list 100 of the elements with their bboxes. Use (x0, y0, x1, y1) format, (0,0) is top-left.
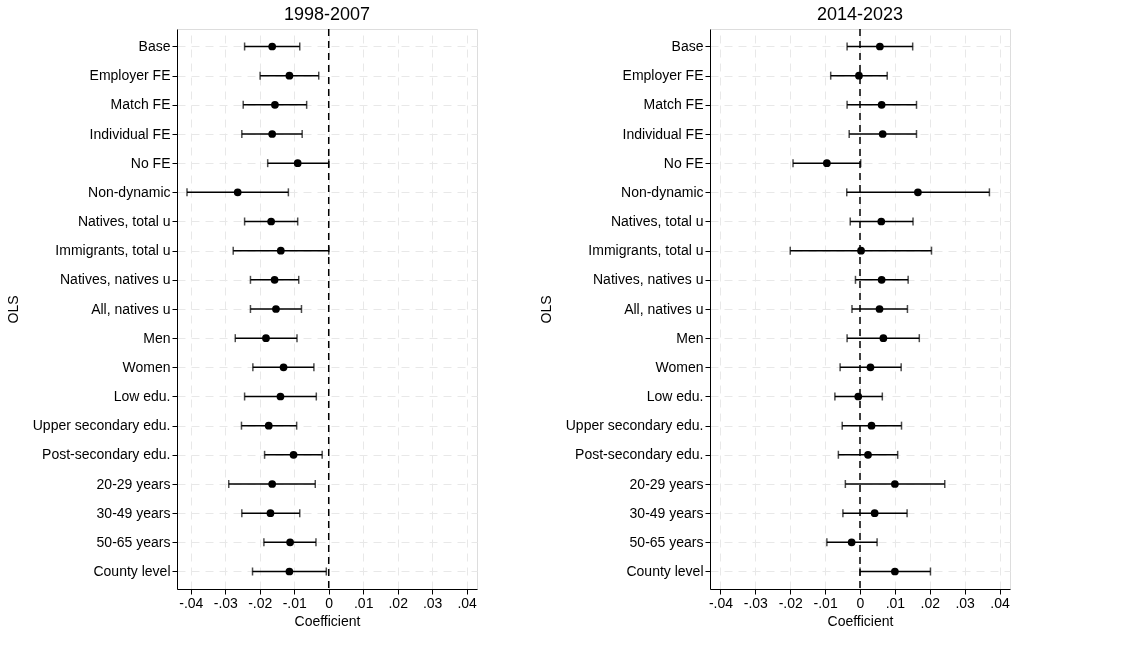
y-tick-label: All, natives u (624, 300, 704, 317)
y-tick-label: Employer FE (622, 67, 704, 84)
y-tick-label: Men (143, 329, 171, 346)
x-tick-label: -.03 (743, 594, 769, 611)
point (877, 100, 886, 109)
y-axis-title: OLS (4, 295, 21, 324)
y-tick-label: Match FE (643, 96, 704, 113)
point (285, 567, 294, 576)
point (877, 275, 886, 284)
point (276, 246, 285, 255)
y-tick-label: Base (138, 38, 171, 54)
x-tick-label: -.01 (813, 594, 838, 611)
y-tick-label: Match FE (110, 96, 171, 113)
point (276, 392, 285, 401)
chart-title: 1998-2007 (283, 4, 371, 25)
point (268, 42, 277, 51)
x-tick-label: -.02 (778, 594, 804, 611)
y-tick-label: Individual FE (622, 125, 704, 142)
y-tick-label: 50-65 years (629, 533, 704, 550)
point (870, 509, 879, 518)
x-tick-label: .04 (457, 594, 478, 611)
y-tick-label: Upper secondary edu. (32, 417, 171, 434)
y-tick-label: No FE (663, 154, 704, 171)
y-tick-label: Non-dynamic (621, 183, 704, 200)
point (293, 159, 302, 168)
x-tick-label: -.03 (213, 594, 239, 611)
y-tick-label: Post-secondary edu. (42, 446, 171, 463)
y-tick-label: Women (655, 358, 704, 375)
point (268, 480, 277, 488)
point (879, 334, 888, 343)
point (867, 421, 876, 430)
point (289, 450, 298, 459)
point (272, 305, 280, 313)
y-tick-label: Natives, total u (77, 213, 171, 229)
y-tick-label: Non-dynamic (88, 183, 171, 200)
x-tick-label: .02 (388, 594, 409, 611)
y-axis-title: OLS (537, 295, 554, 324)
x-tick-label: -.04 (708, 594, 734, 611)
point (857, 246, 865, 255)
y-tick-label: Women (122, 358, 171, 375)
x-tick-label: .03 (955, 594, 976, 611)
point (877, 217, 886, 226)
chart-title: 2014-2023 (816, 4, 904, 25)
x-tick-label: -.02 (248, 594, 273, 611)
y-tick-label: Post-secondary edu. (575, 446, 704, 463)
point (285, 71, 294, 80)
x-tick-label: .01 (353, 594, 374, 611)
point (233, 188, 242, 197)
x-tick-label: .04 (990, 594, 1010, 611)
point (854, 392, 863, 401)
point (279, 363, 288, 372)
point (891, 567, 899, 576)
x-tick-label: .01 (885, 594, 906, 611)
x-tick-label: 0 (856, 594, 865, 611)
y-tick-label: Immigrants, total u (55, 242, 171, 259)
y-tick-label: Immigrants, total u (588, 242, 704, 259)
point (878, 130, 887, 138)
point (270, 275, 279, 284)
y-tick-label: 30-49 years (96, 504, 171, 521)
point (891, 480, 899, 488)
point (864, 450, 872, 459)
point (268, 130, 277, 138)
x-tick-label: 0 (325, 594, 334, 611)
y-tick-label: Natives, total u (610, 213, 704, 229)
y-tick-label: Low edu. (113, 388, 171, 404)
point (271, 100, 279, 109)
point (876, 42, 884, 51)
y-tick-label: Base (671, 38, 704, 54)
point (875, 305, 884, 313)
y-tick-label: 30-49 years (629, 504, 704, 521)
x-axis-title: Coefficient (827, 612, 894, 629)
point (866, 363, 875, 372)
y-tick-label: No FE (130, 154, 171, 171)
y-tick-label: County level (626, 563, 704, 579)
y-tick-label: Individual FE (89, 125, 171, 142)
point (847, 538, 856, 547)
point (286, 538, 294, 547)
y-tick-label: Upper secondary edu. (565, 417, 704, 434)
point (855, 71, 863, 80)
point (914, 188, 922, 197)
y-tick-label: Employer FE (89, 67, 171, 84)
x-tick-label: .02 (920, 594, 941, 611)
y-tick-label: 20-29 years (96, 475, 171, 492)
y-tick-label: 20-29 years (629, 475, 704, 492)
point (822, 159, 831, 168)
point (267, 217, 276, 226)
x-axis-title: Coefficient (294, 612, 361, 629)
x-tick-label: -.04 (179, 594, 204, 611)
y-tick-label: Natives, natives u (593, 271, 704, 288)
x-tick-label: .03 (422, 594, 443, 611)
y-tick-label: 50-65 years (96, 533, 171, 550)
x-tick-label: -.01 (282, 594, 308, 611)
y-tick-label: Natives, natives u (60, 271, 171, 288)
point (266, 509, 275, 518)
y-tick-label: Low edu. (646, 388, 704, 404)
y-tick-label: All, natives u (91, 300, 171, 317)
point (262, 334, 270, 343)
point (264, 421, 273, 430)
y-tick-label: Men (676, 329, 704, 346)
y-tick-label: County level (93, 563, 171, 579)
